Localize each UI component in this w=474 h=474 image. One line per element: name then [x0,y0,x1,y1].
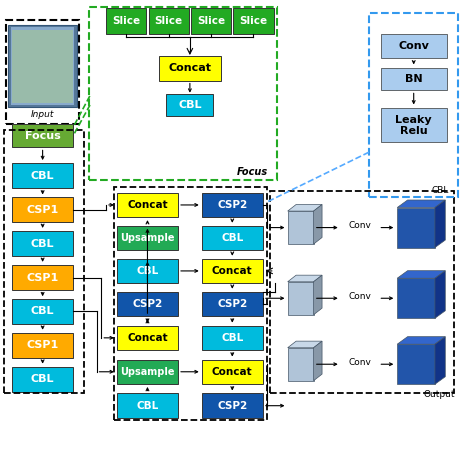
FancyBboxPatch shape [288,211,314,244]
Polygon shape [288,204,322,211]
Polygon shape [397,337,445,344]
Text: Conv: Conv [348,292,371,301]
FancyBboxPatch shape [201,326,263,350]
Polygon shape [435,271,445,318]
Text: Upsample: Upsample [120,367,175,377]
FancyBboxPatch shape [11,27,74,105]
Text: Conv: Conv [348,221,371,230]
Text: CSP1: CSP1 [27,273,59,283]
Text: CBL: CBL [137,401,159,410]
Text: Output: Output [424,390,456,399]
Text: Slice: Slice [239,16,267,26]
Text: CBL: CBL [221,333,244,343]
FancyBboxPatch shape [106,8,146,34]
FancyBboxPatch shape [12,231,73,256]
Polygon shape [314,275,322,315]
Text: Concat: Concat [212,266,253,276]
Text: Concat: Concat [212,367,253,377]
Polygon shape [397,200,445,208]
Text: CSP2: CSP2 [217,401,247,410]
FancyBboxPatch shape [234,8,273,34]
Polygon shape [314,341,322,381]
Text: Focus: Focus [25,131,61,141]
FancyBboxPatch shape [12,124,73,147]
FancyBboxPatch shape [117,193,178,217]
Text: CBL: CBL [31,238,55,248]
Text: CSP2: CSP2 [217,200,247,210]
Text: Slice: Slice [155,16,183,26]
FancyBboxPatch shape [117,226,178,250]
FancyBboxPatch shape [201,259,263,283]
Polygon shape [435,200,445,247]
Text: CBL: CBL [137,266,159,276]
FancyBboxPatch shape [397,208,435,247]
FancyBboxPatch shape [12,333,73,357]
FancyBboxPatch shape [381,109,447,142]
Text: CSP1: CSP1 [27,340,59,350]
FancyBboxPatch shape [288,282,314,315]
Text: Concat: Concat [168,64,211,73]
FancyBboxPatch shape [12,30,73,103]
FancyBboxPatch shape [166,94,213,117]
FancyBboxPatch shape [381,34,447,58]
FancyBboxPatch shape [117,326,178,350]
Text: Conv: Conv [398,41,429,51]
Text: Conv: Conv [348,358,371,367]
FancyBboxPatch shape [12,265,73,290]
FancyBboxPatch shape [288,348,314,381]
FancyBboxPatch shape [12,197,73,222]
FancyBboxPatch shape [201,292,263,316]
Text: Slice: Slice [112,16,140,26]
FancyBboxPatch shape [117,259,178,283]
Text: CBL: CBL [221,233,244,243]
FancyBboxPatch shape [201,193,263,217]
Text: CBL: CBL [31,171,55,181]
FancyBboxPatch shape [117,292,178,316]
FancyBboxPatch shape [149,8,189,34]
FancyBboxPatch shape [9,25,77,108]
FancyBboxPatch shape [201,393,263,418]
Text: Leaky
Relu: Leaky Relu [395,115,432,136]
FancyBboxPatch shape [117,359,178,384]
FancyBboxPatch shape [201,359,263,384]
FancyBboxPatch shape [201,226,263,250]
FancyBboxPatch shape [159,56,220,81]
Polygon shape [288,341,322,348]
Polygon shape [397,271,445,278]
Text: CBL: CBL [31,374,55,384]
Text: CBL: CBL [432,186,449,195]
Text: Concat: Concat [127,200,168,210]
FancyBboxPatch shape [117,393,178,418]
Text: BN: BN [405,74,422,84]
Polygon shape [435,337,445,384]
FancyBboxPatch shape [12,164,73,188]
Text: Upsample: Upsample [120,233,175,243]
Text: CBL: CBL [178,100,201,110]
Text: CBL: CBL [31,307,55,317]
FancyBboxPatch shape [381,68,447,91]
Text: Focus: Focus [237,167,268,177]
Polygon shape [288,275,322,282]
Text: Input: Input [31,110,55,119]
Text: Concat: Concat [127,333,168,343]
FancyBboxPatch shape [191,8,231,34]
FancyBboxPatch shape [397,278,435,318]
Polygon shape [314,204,322,244]
Text: CSP2: CSP2 [217,299,247,309]
FancyBboxPatch shape [397,344,435,384]
FancyBboxPatch shape [12,299,73,324]
Text: CSP2: CSP2 [132,299,163,309]
FancyBboxPatch shape [12,367,73,392]
Text: CSP1: CSP1 [27,205,59,215]
Text: Slice: Slice [197,16,225,26]
